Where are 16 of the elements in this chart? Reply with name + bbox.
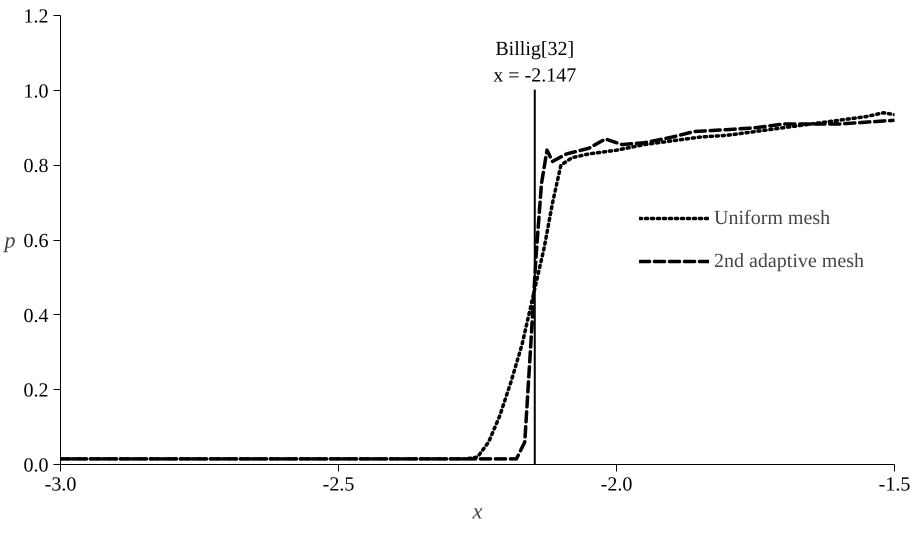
x-tick-label: -3.0: [44, 474, 76, 496]
y-tick-label: 0.4: [24, 304, 48, 327]
y-tick-label: 0.8: [24, 155, 48, 178]
x-tick-label: -2.0: [600, 474, 632, 496]
ref-line-label: Billig[32] x = -2.147: [493, 38, 576, 87]
legend-label: Uniform mesh: [714, 206, 830, 230]
y-axis-title: p: [2, 228, 16, 252]
x-tick-label: -2.5: [322, 474, 354, 496]
x-axis-title: x: [472, 498, 483, 524]
y-tick-label: 0.6: [24, 230, 48, 252]
y-tick-label: 1.0: [24, 80, 48, 102]
y-tick-label: 0.2: [24, 380, 48, 402]
y-tick-label: 0.0: [24, 454, 48, 476]
x-tick-label: -1.5: [878, 474, 910, 496]
y-tick-label: 1.2: [24, 6, 48, 28]
legend-label: 2nd adaptive mesh: [714, 250, 864, 272]
